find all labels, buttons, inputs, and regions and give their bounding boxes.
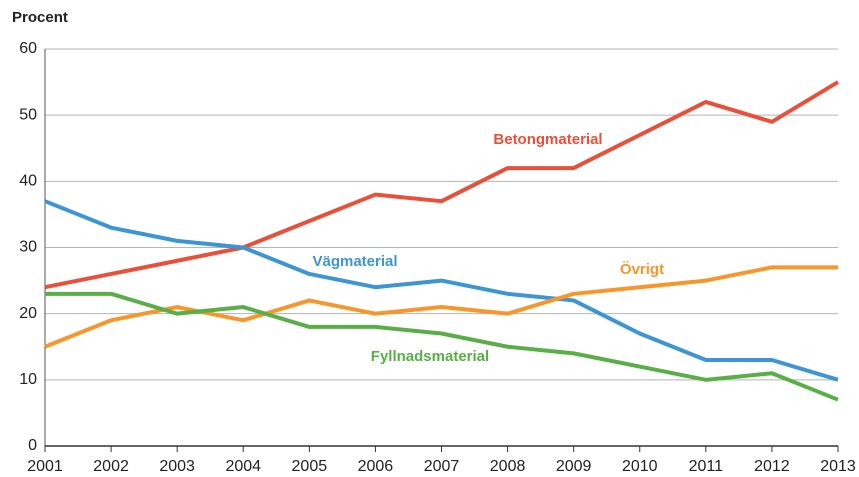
- x-tick-label: 2011: [689, 458, 724, 475]
- y-tick-label: 40: [19, 173, 37, 190]
- series-label: Övrigt: [620, 261, 664, 278]
- x-tick-label: 2009: [556, 458, 592, 475]
- series-line: [45, 291, 839, 402]
- x-tick-label: 2006: [358, 458, 394, 475]
- x-tick-label: 2007: [424, 458, 460, 475]
- series-line: [44, 199, 839, 382]
- x-tick-label: 2005: [292, 458, 328, 475]
- y-tick-label: 60: [19, 40, 37, 57]
- series-label: Fyllnadsmaterial: [371, 348, 489, 365]
- y-axis-label: Procent: [12, 9, 68, 26]
- y-tick-label: 20: [19, 305, 37, 322]
- x-tick-label: 2010: [622, 458, 658, 475]
- x-tick-label: 2013: [820, 458, 856, 475]
- x-tick-label: 2004: [225, 458, 261, 475]
- x-tick-label: 2002: [93, 458, 129, 475]
- x-tick-label: 2012: [754, 458, 790, 475]
- y-tick-label: 10: [19, 371, 37, 388]
- y-tick-label: 30: [19, 239, 37, 256]
- x-tick-label: 2008: [490, 458, 526, 475]
- x-tick-label: 2003: [159, 458, 195, 475]
- y-tick-label: 0: [28, 437, 37, 454]
- series-line: [44, 265, 838, 349]
- x-tick-label: 2001: [27, 458, 63, 475]
- series-label: Vägmaterial: [312, 253, 397, 270]
- y-tick-label: 50: [19, 106, 37, 123]
- series-label: Betongmaterial: [493, 131, 602, 148]
- series-line: [44, 80, 840, 290]
